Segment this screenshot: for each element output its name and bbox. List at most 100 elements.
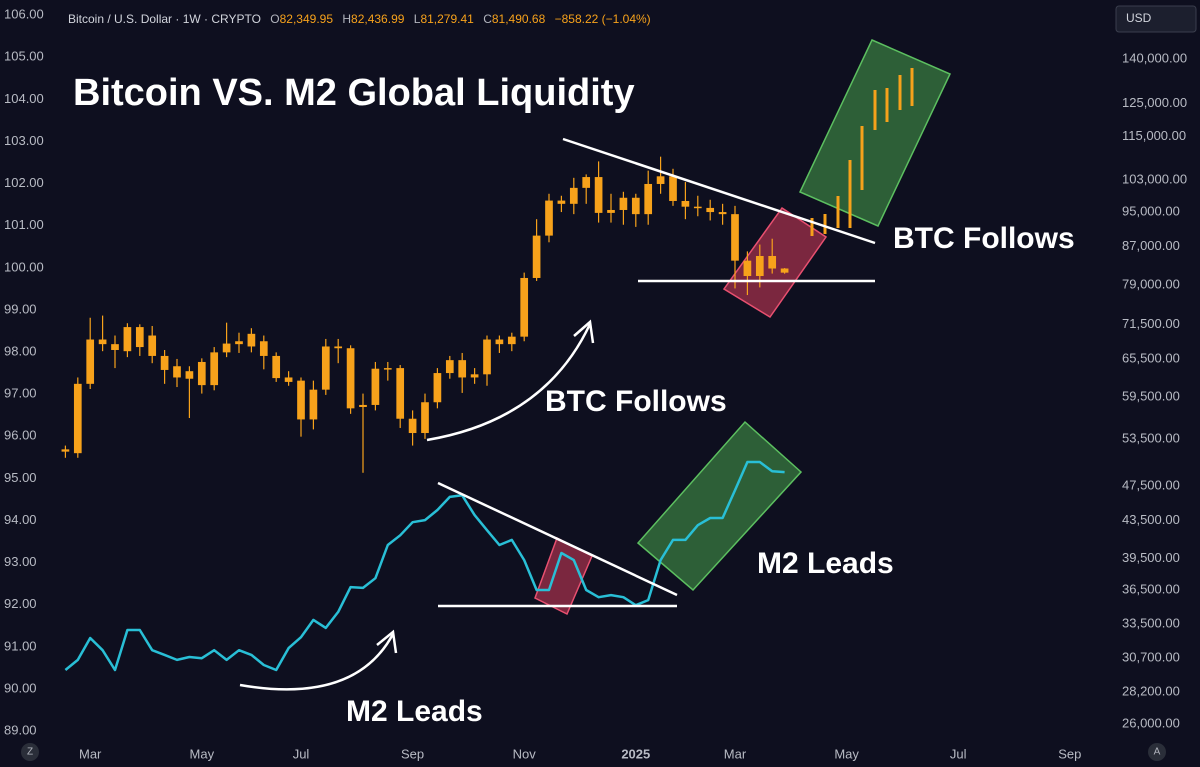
ohlc-key: L (414, 12, 421, 26)
candle-body (706, 207, 715, 213)
candle-body (520, 277, 529, 337)
y2-tick-label: 43,500.00 (1122, 512, 1180, 527)
y-tick-label: 98.00 (4, 344, 37, 359)
x-tick-label: 2025 (621, 746, 650, 761)
arrow-head (573, 319, 595, 344)
candle-body (470, 374, 479, 378)
y2-tick-label: 26,000.00 (1122, 715, 1180, 730)
x-tick-label: Jul (293, 746, 310, 761)
currency[interactable]: USD (1126, 11, 1152, 25)
candle-body (259, 341, 268, 356)
candle-body (98, 339, 107, 345)
y-tick-label: 89.00 (4, 723, 37, 738)
candle-body (607, 209, 615, 213)
candle-body (148, 335, 157, 356)
candle-body (433, 373, 442, 403)
y-tick-label: 94.00 (4, 512, 37, 527)
corner-button[interactable] (21, 743, 39, 761)
candle-body (408, 418, 417, 434)
ohlc-value: 82,436.99 (351, 12, 405, 26)
y-tick-label: 95.00 (4, 470, 37, 485)
candle-body (755, 255, 764, 277)
candle-body (86, 339, 95, 384)
y2-tick-label: 53,500.00 (1122, 430, 1180, 445)
currency-button[interactable] (1115, 5, 1197, 33)
y-tick-label: 100.00 (4, 259, 44, 274)
y2-tick-label: 33,500.00 (1122, 615, 1180, 630)
change: −858.22 (−1.04%) (555, 12, 651, 26)
candle-body (532, 235, 541, 278)
ohlc-key: C (483, 12, 492, 26)
candle-body (73, 383, 82, 454)
candle-body (173, 366, 181, 378)
annotation: M2 Leads (757, 547, 894, 580)
y2-tick-label: 39,500.00 (1122, 550, 1180, 565)
y-tick-label: 106.00 (4, 7, 44, 22)
candle-body (371, 368, 380, 405)
ohlc-value: 82,349.95 (280, 12, 334, 26)
candle-body (334, 346, 343, 349)
corner-button-label[interactable]: Z (27, 747, 33, 758)
candle-body (644, 183, 653, 215)
y-tick-label: 96.00 (4, 428, 37, 443)
y2-tick-label: 30,700.00 (1122, 650, 1180, 665)
y-tick-label: 102.00 (4, 175, 44, 190)
candle-body (235, 341, 243, 345)
y2-tick-label: 59,500.00 (1122, 388, 1180, 403)
candle-body (743, 260, 752, 277)
y-tick-label: 105.00 (4, 49, 44, 64)
y2-tick-label: 95,000.00 (1122, 203, 1180, 218)
candle-body (557, 200, 566, 204)
y2-tick-label: 140,000.00 (1122, 50, 1187, 65)
x-tick-label: Mar (79, 746, 102, 761)
projection (810, 68, 914, 236)
candle-body (780, 268, 789, 273)
y2-tick-label: 103,000.00 (1122, 172, 1187, 187)
y2-tick-label: 125,000.00 (1122, 95, 1187, 110)
candle-body (222, 343, 231, 353)
candle-body (185, 371, 194, 379)
candle-body (582, 177, 591, 188)
trendline (562, 137, 876, 245)
plot (61, 156, 789, 672)
candle-body (135, 327, 144, 348)
ohlc-key: H (342, 12, 351, 26)
candle-body (297, 380, 305, 420)
y-tick-label: 101.00 (4, 217, 44, 232)
corner-button[interactable] (1148, 743, 1166, 761)
x-tick-label: Mar (724, 746, 747, 761)
y2-tick-label: 79,000.00 (1122, 276, 1180, 291)
candle-body (396, 368, 405, 419)
candle-body (359, 404, 367, 407)
candle-body (631, 197, 640, 215)
chart-title: Bitcoin VS. M2 Global Liquidity (73, 72, 635, 114)
arrow-head (376, 629, 398, 654)
candle-body (731, 214, 739, 261)
line-series (64, 460, 785, 672)
corner-button-label[interactable]: A (1154, 747, 1161, 758)
candle-body (569, 187, 578, 204)
candle-body (309, 389, 318, 420)
annotation: BTC Follows (545, 385, 727, 418)
candle-body (284, 377, 293, 382)
candle-body (483, 339, 491, 375)
candle-body (346, 348, 355, 409)
candle-body (321, 346, 330, 390)
candle-body (681, 200, 690, 207)
y-tick-label: 93.00 (4, 554, 37, 569)
x-tick-label: May (190, 746, 215, 761)
symbol: Bitcoin / U.S. Dollar · 1W · CRYPTO (68, 12, 261, 26)
candle-body (594, 177, 603, 213)
y-tick-label: 104.00 (4, 91, 44, 106)
candle-body (669, 176, 677, 201)
candle-body (619, 197, 628, 210)
x-tick-label: May (834, 746, 859, 761)
ohlc-key: O (270, 12, 279, 26)
x-tick-label: Jul (950, 746, 967, 761)
annotation: BTC Follows (893, 222, 1075, 255)
y-tick-label: 92.00 (4, 596, 37, 611)
annotation-lines (239, 137, 876, 691)
candle-body (247, 333, 256, 347)
